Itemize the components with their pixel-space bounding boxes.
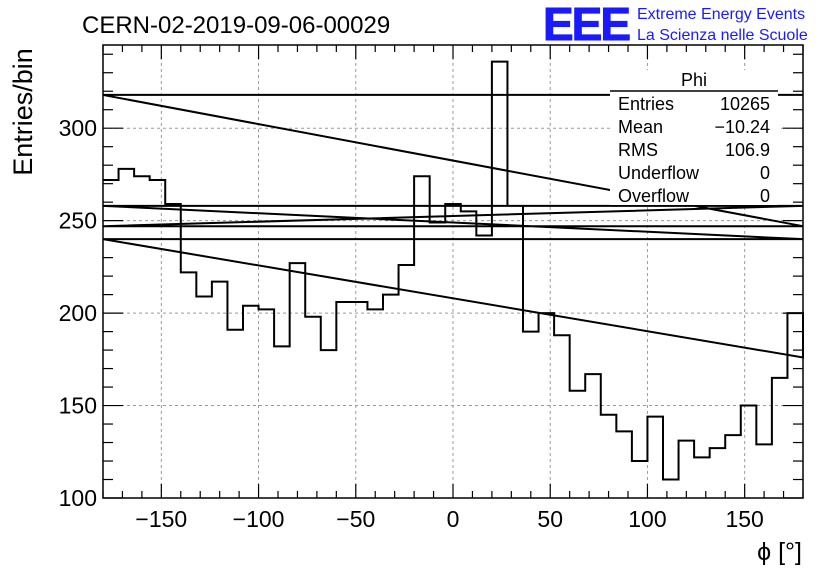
stats-box: Phi Entries 10265 Mean −10.24 RMS 106.9 … [610,70,778,206]
x-tick-label: −50 [336,506,375,532]
x-tick-label: −150 [135,506,187,532]
y-tick-labels: 100 150 200 250 300 [59,115,97,511]
stats-label-entries: Entries [618,94,674,114]
x-axis-label: ϕ [°] [757,538,802,566]
y-tick-label: 150 [59,393,97,419]
stats-title: Phi [681,70,707,90]
y-tick-label: 250 [59,208,97,234]
stats-label-rms: RMS [618,140,658,160]
stats-label-mean: Mean [618,117,663,137]
stats-value-entries: 10265 [720,94,770,114]
axis-ticks [102,45,804,499]
x-tick-label: 0 [447,506,460,532]
eee-logo-mark: EEE [543,0,629,50]
y-tick-label: 300 [59,115,97,141]
y-axis-label: Entries/bin [8,48,38,176]
x-tick-label: 150 [725,506,763,532]
histogram-series [102,60,804,481]
y-tick-label: 200 [59,300,97,326]
stats-label-underflow: Underflow [618,163,700,183]
x-tick-label: 50 [537,506,563,532]
stats-value-rms: 106.9 [725,140,770,160]
x-tick-labels: −150 −100 −50 0 50 100 150 [135,506,763,532]
chart-title: CERN-02-2019-09-06-00029 [82,12,390,39]
eee-logo-line1: Extreme Energy Events [637,6,805,23]
stats-value-mean: −10.24 [714,117,770,137]
x-tick-label: 100 [628,506,666,532]
stats-value-overflow: 0 [760,186,770,206]
eee-logo-line2: La Scienza nelle Scuole [637,27,808,44]
x-tick-label: −100 [233,506,285,532]
stats-value-underflow: 0 [760,163,770,183]
stats-label-overflow: Overflow [618,186,690,206]
plot-frame [102,44,804,499]
y-tick-label: 100 [59,485,97,511]
